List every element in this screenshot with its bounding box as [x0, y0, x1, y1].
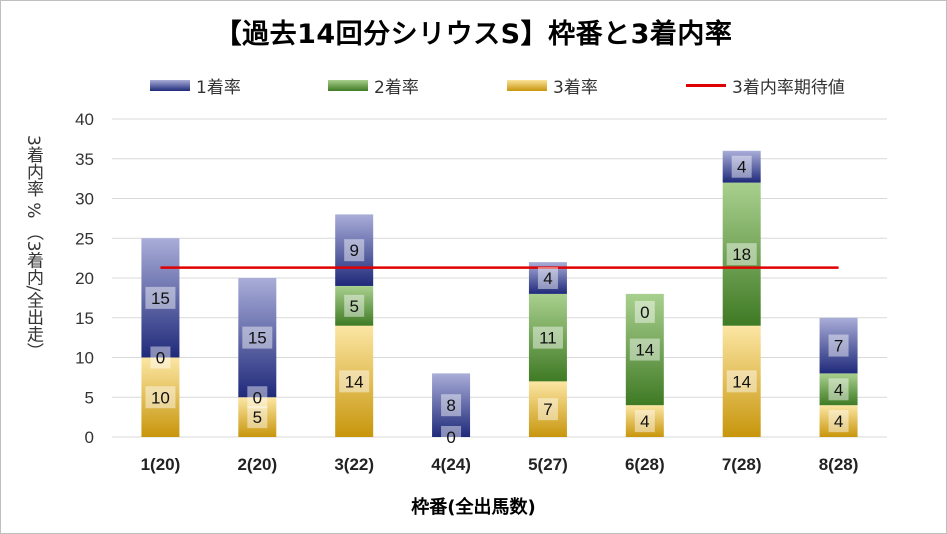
- bar-1st-8: [819, 317, 858, 374]
- y-tick-label: 35: [75, 150, 94, 169]
- data-label-1st-2: 15: [248, 329, 267, 348]
- data-label-bg: [828, 378, 849, 401]
- data-label-3rd-2: 5: [253, 408, 262, 427]
- data-label-bg: [339, 370, 370, 393]
- x-tick-label-6: 6(28): [625, 455, 665, 474]
- bar-1st-3: [335, 214, 374, 286]
- x-tick-label-7: 7(28): [722, 455, 762, 474]
- data-label-1st-8: 7: [834, 337, 843, 356]
- data-label-1st-3: 9: [349, 241, 358, 260]
- data-label-1st-4: 8: [446, 396, 455, 415]
- data-label-bg: [828, 334, 849, 357]
- bar-2nd-6: [625, 293, 664, 406]
- y-tick-label: 25: [75, 229, 94, 248]
- data-label-bg: [726, 370, 757, 393]
- bar-3rd-2: [238, 397, 277, 437]
- bar-3rd-1: [141, 357, 180, 437]
- data-label-1st-5: 4: [543, 269, 552, 288]
- data-label-bg: [150, 346, 171, 369]
- legend-item-2nd: 2着率: [328, 74, 419, 98]
- legend-swatch-1st: [150, 79, 190, 91]
- y-axis-title: 3着内率 % （3着内/全出走）: [23, 135, 43, 360]
- data-label-1st-7: 4: [737, 158, 746, 177]
- chart-title: 【過去14回分シリウスS】枠番と3着内率: [214, 19, 733, 50]
- bar-2nd-8: [819, 373, 858, 406]
- data-label-bg: [634, 410, 655, 433]
- data-label-2nd-6: 14: [635, 341, 654, 360]
- data-label-1st-1: 15: [151, 289, 170, 308]
- legend-swatch-2nd: [328, 79, 368, 91]
- y-tick-label: 20: [75, 269, 94, 288]
- bar-3rd-6: [625, 405, 664, 437]
- legend-item-3rd: 3着率: [507, 74, 598, 98]
- y-tick-label: 30: [75, 190, 94, 209]
- x-axis-title: 枠番(全出馬数): [411, 497, 536, 518]
- data-label-bg: [242, 326, 273, 349]
- data-label-bg: [441, 394, 462, 417]
- data-label-bg: [145, 386, 176, 409]
- x-tick-label-8: 8(28): [819, 455, 859, 474]
- bar-2nd-5: [528, 293, 567, 382]
- data-label-2nd-3: 5: [349, 297, 358, 316]
- x-tick-label-2: 2(20): [237, 455, 277, 474]
- data-label-bg: [247, 386, 268, 409]
- data-label-bg: [634, 300, 655, 323]
- legend-swatch-3rd: [507, 79, 547, 91]
- data-label-bg: [537, 398, 558, 421]
- data-label-3rd-3: 14: [345, 372, 364, 391]
- data-label-2nd-1: 0: [156, 349, 165, 368]
- bar-3rd-8: [819, 405, 858, 437]
- bar-1st-2: [238, 278, 277, 398]
- y-tick-label: 0: [85, 428, 94, 447]
- legend-label-3rd: 3着率: [553, 77, 598, 98]
- data-label-bg: [532, 326, 563, 349]
- data-label-2nd-4: 0: [446, 428, 455, 447]
- legend-label-1st: 1着率: [196, 77, 241, 98]
- y-tick-label: 15: [75, 309, 94, 328]
- legend-item-1st: 1着率: [150, 74, 241, 98]
- y-tick-label: 5: [85, 388, 94, 407]
- data-label-bg: [726, 243, 757, 266]
- data-label-2nd-2: 0: [253, 388, 262, 407]
- data-label-bg: [828, 410, 849, 433]
- bar-1st-4: [432, 373, 471, 437]
- data-label-bg: [145, 286, 176, 309]
- bar-3rd-5: [528, 381, 567, 437]
- bar-3rd-3: [335, 325, 374, 437]
- data-label-2nd-7: 18: [732, 245, 751, 264]
- data-label-2nd-5: 11: [539, 329, 557, 348]
- data-label-bg: [344, 294, 365, 317]
- legend: 1着率 2着率 3着率 3着内率期待値: [0, 74, 947, 98]
- bar-2nd-7: [722, 182, 761, 326]
- data-label-3rd-5: 7: [543, 400, 552, 419]
- data-label-top-6: 0: [640, 303, 649, 322]
- data-label-bg: [247, 406, 268, 429]
- x-tick-label-3: 3(22): [334, 455, 374, 474]
- x-tick-label-4: 4(24): [431, 455, 471, 474]
- data-label-3rd-1: 10: [151, 388, 170, 407]
- legend-item-expected: 3着内率期待値: [686, 74, 845, 98]
- x-tick-label-1: 1(20): [141, 455, 181, 474]
- data-label-3rd-6: 4: [640, 412, 649, 431]
- x-tick-label-5: 5(27): [528, 455, 568, 474]
- data-label-3rd-7: 14: [732, 372, 751, 391]
- y-tick-label: 10: [75, 349, 94, 368]
- data-label-bg: [629, 338, 660, 361]
- bar-1st-1: [141, 238, 180, 358]
- legend-label-2nd: 2着率: [374, 77, 419, 98]
- legend-label-expected: 3着内率期待値: [732, 77, 845, 98]
- data-label-3rd-8: 4: [834, 412, 843, 431]
- y-tick-label: 40: [75, 110, 94, 129]
- bar-1st-7: [722, 150, 761, 183]
- data-label-bg: [731, 155, 752, 178]
- data-label-bg: [441, 426, 462, 448]
- data-label-bg: [344, 239, 365, 262]
- bar-2nd-3: [335, 285, 374, 326]
- legend-line-expected: [686, 83, 726, 87]
- data-label-bg: [537, 267, 558, 289]
- data-label-2nd-8: 4: [834, 380, 843, 399]
- bar-3rd-7: [722, 325, 761, 437]
